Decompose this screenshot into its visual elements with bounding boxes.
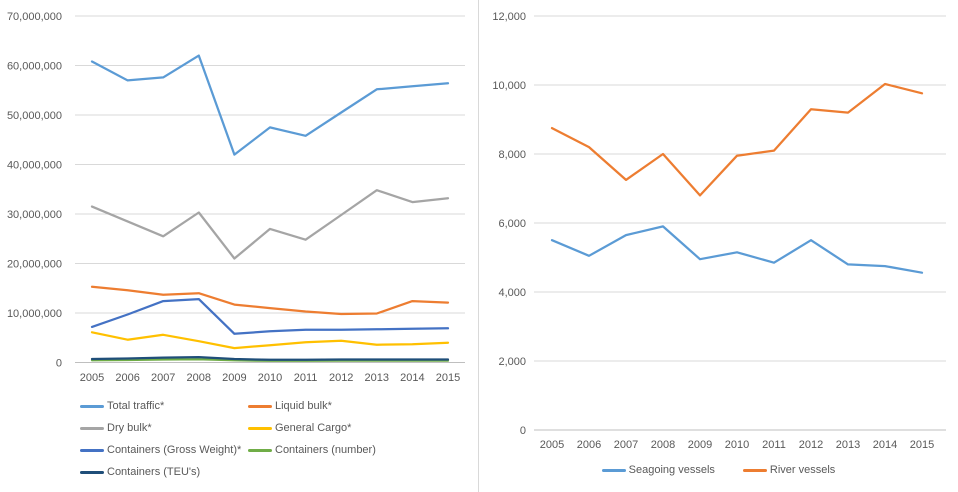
legend-label: Containers (TEU's) xyxy=(107,466,201,478)
x-axis-tick-label: 2014 xyxy=(400,372,424,384)
legend-item-containers-teu-s[interactable]: Containers (TEU's) xyxy=(80,465,248,480)
y-axis-tick-label: 50,000,000 xyxy=(7,110,62,122)
y-axis-tick-label: 0 xyxy=(56,358,62,370)
x-axis-tick-label: 2007 xyxy=(614,439,638,451)
legend-label: Containers (number) xyxy=(275,444,376,456)
legend-line-swatch xyxy=(80,405,104,408)
legend-line-swatch xyxy=(742,469,767,472)
legend-line-swatch xyxy=(80,449,104,452)
x-axis-tick-label: 2008 xyxy=(187,372,211,384)
legend-line-swatch xyxy=(248,405,272,408)
x-axis-tick-label: 2014 xyxy=(873,439,897,451)
series-line-total-traffic xyxy=(90,54,450,156)
legend-line-swatch xyxy=(248,427,272,430)
y-axis-tick-label: 10,000,000 xyxy=(7,308,62,320)
legend-item-containers-gross-weight[interactable]: Containers (Gross Weight)* xyxy=(80,443,248,458)
x-axis-tick-label: 2015 xyxy=(436,372,460,384)
legend-item-seagoing-vessels[interactable]: Seagoing vessels xyxy=(601,463,715,478)
cargo-traffic-chart: 70,000,000 60,000,000 50,000,000 40,000,000… xyxy=(0,0,478,492)
y-axis-tick-label: 30,000,000 xyxy=(7,209,62,221)
vessel-count-plot-area: 12,000 10,000 8,000 6,000 4,000 2,000 0 2005 200… xyxy=(492,11,946,451)
y-axis-tick-label: 20,000,000 xyxy=(7,259,62,271)
x-axis-tick-label: 2005 xyxy=(540,439,564,451)
x-axis-tick-label: 2009 xyxy=(222,372,246,384)
x-axis-tick-label: 2006 xyxy=(115,372,139,384)
legend-line-swatch xyxy=(248,449,272,452)
series-line-general-cargo xyxy=(90,331,450,350)
legend-line-swatch xyxy=(601,469,626,472)
x-axis-tick-label: 2013 xyxy=(365,372,389,384)
legend-label: River vessels xyxy=(769,464,836,476)
legend-label: Dry bulk* xyxy=(107,422,152,434)
series-line-seagoing-vessels xyxy=(550,225,924,274)
legend-label: Liquid bulk* xyxy=(275,400,332,412)
legend-item-total-traffic[interactable]: Total traffic* xyxy=(80,399,248,414)
y-axis-tick-label: 0 xyxy=(520,425,526,437)
legend-label: Seagoing vessels xyxy=(628,464,715,476)
x-axis-tick-label: 2005 xyxy=(80,372,104,384)
legend-item-general-cargo[interactable]: General Cargo* xyxy=(248,421,470,436)
x-axis-tick-label: 2013 xyxy=(836,439,860,451)
x-axis-tick-label: 2007 xyxy=(151,372,175,384)
legend-label: Containers (Gross Weight)* xyxy=(107,444,242,456)
x-axis-tick-label: 2010 xyxy=(725,439,749,451)
y-axis-tick-label: 40,000,000 xyxy=(7,160,62,172)
x-axis-tick-label: 2006 xyxy=(577,439,601,451)
cargo-traffic-legend: Total traffic* Liquid bulk* Dry bulk* Gener… xyxy=(80,399,470,480)
x-axis-tick-label: 2010 xyxy=(258,372,282,384)
y-axis-tick-label: 60,000,000 xyxy=(7,61,62,73)
legend-item-dry-bulk[interactable]: Dry bulk* xyxy=(80,421,248,436)
y-axis-tick-label: 6,000 xyxy=(498,218,526,230)
legend-line-swatch xyxy=(80,427,104,430)
x-axis-tick-label: 2011 xyxy=(762,439,786,451)
x-axis-tick-label: 2009 xyxy=(688,439,712,451)
vessel-count-chart: 12,000 10,000 8,000 6,000 4,000 2,000 0 2005 200… xyxy=(478,0,958,492)
series-line-containers-gross-weight xyxy=(90,297,450,335)
x-axis-tick-label: 2012 xyxy=(799,439,823,451)
y-axis-tick-label: 70,000,000 xyxy=(7,11,62,23)
legend-item-river-vessels[interactable]: River vessels xyxy=(742,463,836,478)
series-line-liquid-bulk xyxy=(90,285,450,316)
series-line-containers-teu-s xyxy=(90,355,450,361)
x-axis-tick-label: 2011 xyxy=(294,372,318,384)
x-axis-tick-label: 2012 xyxy=(329,372,353,384)
cargo-traffic-plot-area: 70,000,000 60,000,000 50,000,000 40,000,000… xyxy=(7,11,465,384)
x-axis-tick-label: 2008 xyxy=(651,439,675,451)
y-axis-tick-label: 2,000 xyxy=(498,356,526,368)
legend-label: General Cargo* xyxy=(275,422,352,434)
y-axis-tick-label: 12,000 xyxy=(492,11,526,23)
legend-label: Total traffic* xyxy=(107,400,165,412)
y-axis-tick-label: 8,000 xyxy=(498,149,526,161)
legend-item-liquid-bulk[interactable]: Liquid bulk* xyxy=(248,399,470,414)
series-line-river-vessels xyxy=(550,82,924,197)
x-axis-tick-label: 2015 xyxy=(910,439,934,451)
vessel-count-legend: Seagoing vessels River vessels xyxy=(479,463,958,478)
y-axis-tick-label: 10,000 xyxy=(492,80,526,92)
legend-item-containers-number[interactable]: Containers (number) xyxy=(248,443,470,458)
legend-line-swatch xyxy=(80,471,104,474)
y-axis-tick-label: 4,000 xyxy=(498,287,526,299)
series-line-dry-bulk xyxy=(90,189,450,260)
